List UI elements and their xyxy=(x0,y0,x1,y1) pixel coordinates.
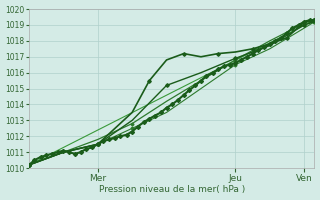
X-axis label: Pression niveau de la mer( hPa ): Pression niveau de la mer( hPa ) xyxy=(99,185,245,194)
